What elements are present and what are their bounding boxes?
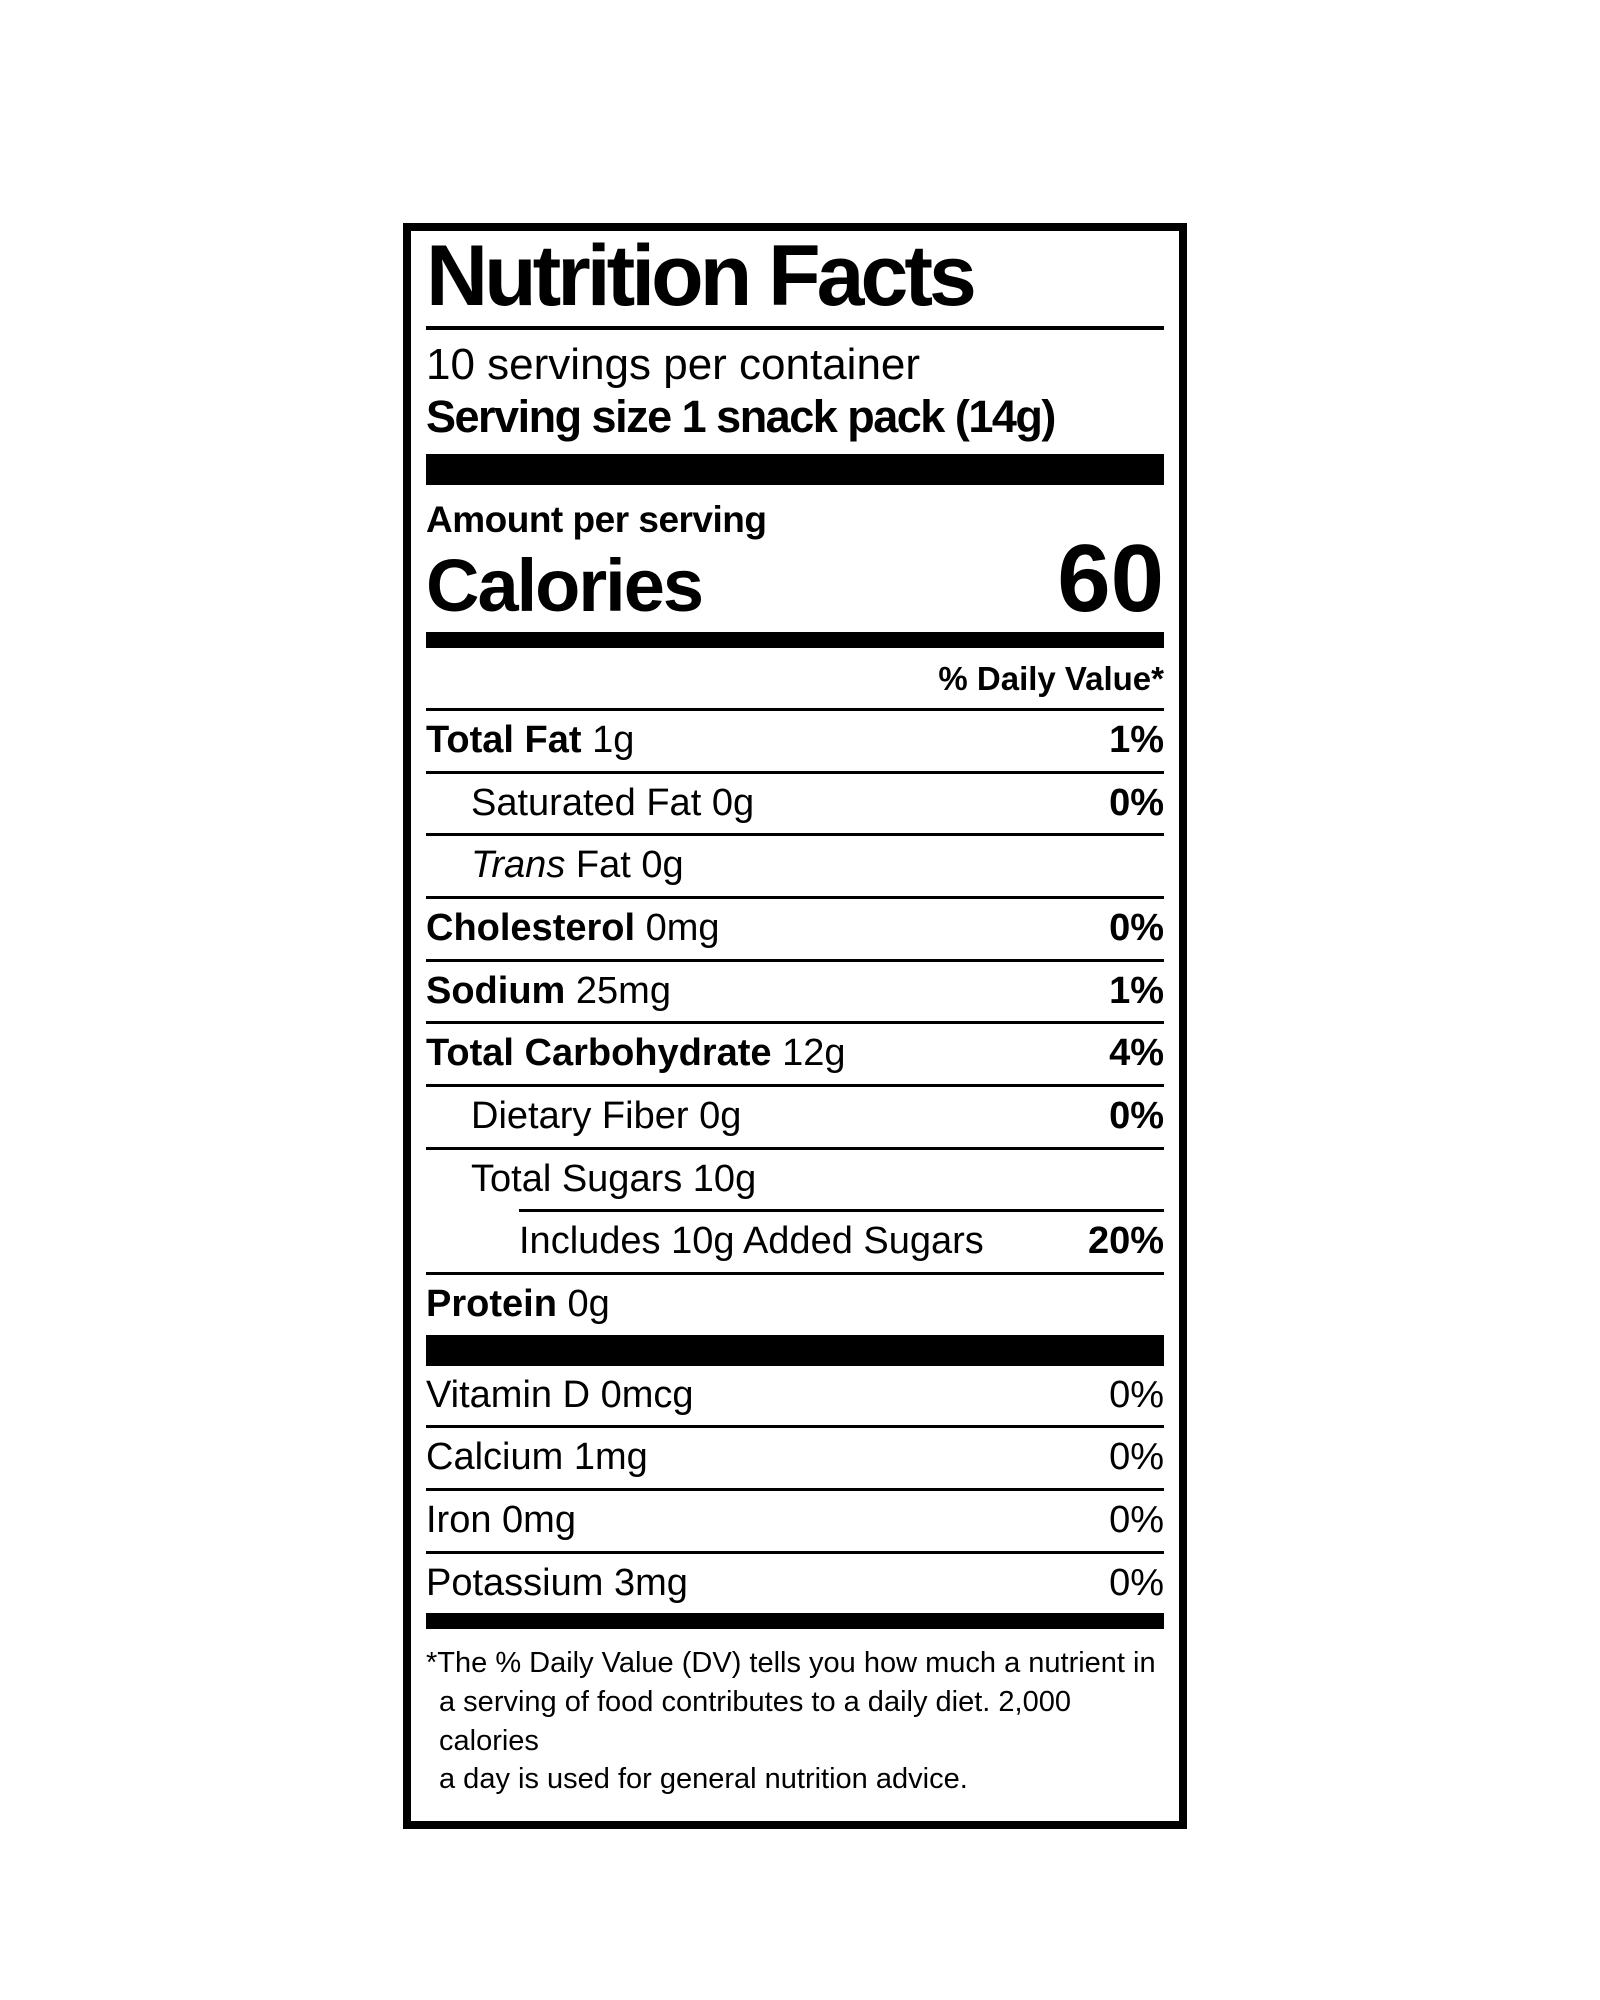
vitamin-row-vitamin-d: Vitamin D 0mcg 0% (426, 1366, 1164, 1426)
nutrient-name: Cholesterol (426, 906, 636, 949)
divider (426, 1550, 1164, 1554)
divider (426, 958, 1164, 962)
nutrient-dv: 4% (1109, 1032, 1164, 1075)
nutrient-name: Total Sugars (471, 1157, 683, 1200)
nutrient-name: Total Fat (426, 718, 582, 761)
nutrient-dv: 0% (1109, 1094, 1164, 1137)
vitamin-name: Vitamin D (426, 1373, 591, 1416)
calories-label: Calories (426, 543, 704, 627)
nutrient-amount: 25mg (575, 969, 671, 1012)
calories-divider-bar (426, 631, 1164, 648)
nutrient-name: Total Carbohydrate (426, 1032, 772, 1075)
vitamin-dv: 0% (1109, 1373, 1164, 1416)
footnote: *The % Daily Value (DV) tells you how mu… (426, 1644, 1164, 1798)
serving-size-label: Serving size (426, 391, 672, 443)
vitamin-row-calcium: Calcium 1mg 0% (426, 1428, 1164, 1488)
vitamin-amount: 1mg (573, 1436, 648, 1479)
vitamin-dv: 0% (1109, 1436, 1164, 1479)
nutrient-dv: 20% (1087, 1220, 1164, 1263)
nutrient-amount: 1g (592, 718, 635, 761)
footnote-line: *The % Daily Value (DV) tells you how mu… (426, 1647, 1156, 1680)
vitamin-amount: 0mg (502, 1499, 576, 1542)
divider (426, 1488, 1164, 1492)
nutrient-amount: 0g (641, 844, 684, 887)
nutrient-name: Includes 10g Added Sugars (519, 1220, 984, 1263)
footnote-line: a serving of food contributes to a daily… (439, 1686, 1071, 1757)
daily-value-header: % Daily Value* (938, 659, 1164, 697)
divider (426, 833, 1164, 837)
nutrient-amount: 0g (567, 1283, 610, 1326)
nutrient-row-saturated-fat: Saturated Fat 0g 0% (426, 774, 1164, 834)
nutrient-amount: 12g (782, 1032, 846, 1075)
vitamin-row-iron: Iron 0mg 0% (426, 1491, 1164, 1551)
serving-size-line: Serving size 1 snack pack (14g) (426, 392, 1164, 442)
divider (426, 1083, 1164, 1087)
vitamin-dv: 0% (1109, 1561, 1164, 1604)
nutrient-dv: 0% (1109, 906, 1164, 949)
nutrient-row-protein: Protein 0g (426, 1275, 1164, 1335)
nutrient-row-cholesterol: Cholesterol 0mg 0% (426, 899, 1164, 959)
footnote-line: a day is used for general nutrition advi… (439, 1763, 968, 1796)
nutrient-amount: 0mg (645, 906, 720, 949)
nutrient-row-total-fat: Total Fat 1g 1% (426, 711, 1164, 771)
nutrient-name: Protein (426, 1283, 557, 1326)
nutrient-name-italic: Trans (471, 844, 566, 887)
divider (426, 1425, 1164, 1429)
serving-size-value: 1 snack pack (14g) (681, 391, 1057, 443)
divider (426, 770, 1164, 774)
amount-per-serving-label: Amount per serving (426, 498, 767, 540)
title-divider (426, 326, 1164, 330)
calories-row: Calories 60 (426, 524, 1164, 632)
divider (426, 1272, 1164, 1276)
nutrient-amount: 0g (699, 1094, 742, 1137)
nutrient-name: Saturated Fat (471, 781, 702, 824)
servings-per-container: 10 servings per container (426, 340, 921, 389)
vitamin-dv: 0% (1109, 1499, 1164, 1542)
nutrient-row-sodium: Sodium 25mg 1% (426, 962, 1164, 1022)
nutrient-dv: 1% (1109, 718, 1164, 761)
nutrient-row-total-carbohydrate: Total Carbohydrate 12g 4% (426, 1024, 1164, 1084)
divider (426, 1021, 1164, 1025)
section-bar-footnote (426, 1613, 1164, 1630)
nutrient-row-dietary-fiber: Dietary Fiber 0g 0% (426, 1087, 1164, 1147)
nutrient-name: Sodium (426, 969, 566, 1012)
vitamin-amount: 0mcg (600, 1373, 694, 1416)
nutrient-row-trans-fat: Trans Fat 0g (426, 836, 1164, 896)
nutrition-facts-label: Nutrition Facts 10 servings per containe… (403, 223, 1187, 1829)
nutrient-row-total-sugars: Total Sugars 10g (426, 1150, 1164, 1210)
label-title: Nutrition Facts (426, 228, 977, 324)
divider-indented (519, 1209, 1164, 1213)
nutrient-name: Fat (575, 844, 631, 887)
vitamin-name: Iron (426, 1499, 492, 1542)
section-bar-top (426, 453, 1164, 485)
nutrient-dv: 1% (1109, 969, 1164, 1012)
divider (426, 707, 1164, 711)
nutrient-name: Dietary Fiber (471, 1094, 689, 1137)
vitamin-amount: 3mg (613, 1561, 688, 1604)
vitamin-name: Calcium (426, 1436, 564, 1479)
vitamin-name: Potassium (426, 1561, 604, 1604)
vitamin-row-potassium: Potassium 3mg 0% (426, 1554, 1164, 1614)
nutrient-amount: 0g (711, 781, 755, 824)
nutrient-amount: 10g (692, 1157, 757, 1200)
divider (426, 895, 1164, 899)
nutrient-row-added-sugars: Includes 10g Added Sugars 20% (426, 1212, 1164, 1272)
nutrient-dv: 0% (1109, 781, 1164, 824)
calories-value: 60 (1057, 524, 1164, 632)
section-bar-vitamins (426, 1334, 1164, 1366)
divider (426, 1146, 1164, 1150)
